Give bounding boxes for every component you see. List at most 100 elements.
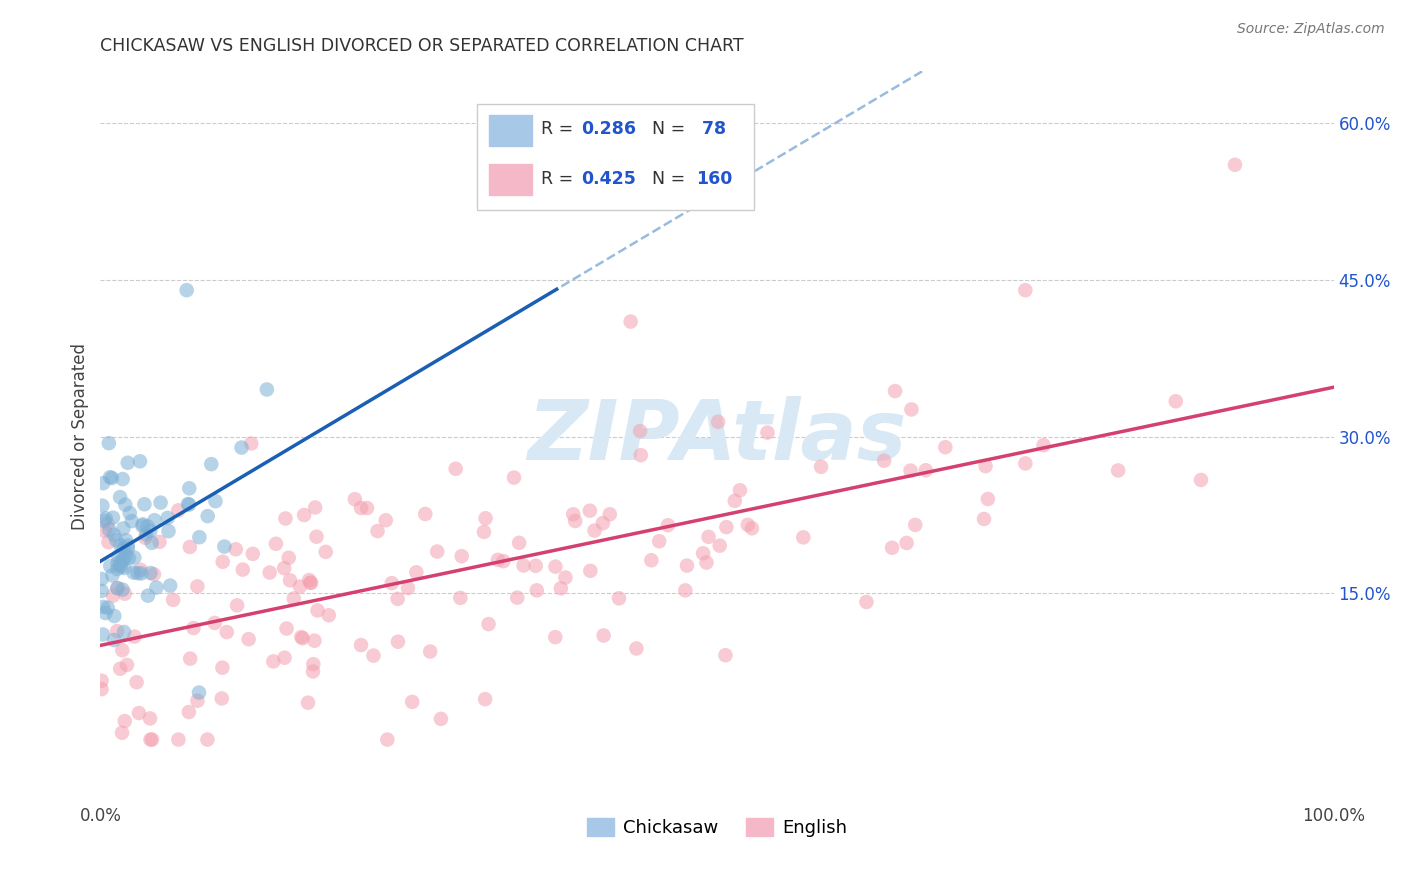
Point bbox=[292, 508, 315, 522]
Point bbox=[110, 539, 132, 553]
Point bbox=[97, 535, 120, 549]
Point bbox=[204, 494, 226, 508]
Point bbox=[297, 696, 319, 710]
Point bbox=[900, 402, 922, 417]
Point bbox=[111, 472, 134, 486]
Point bbox=[299, 575, 322, 590]
Point bbox=[506, 591, 529, 605]
Point bbox=[315, 545, 337, 559]
Point bbox=[302, 665, 325, 679]
Point bbox=[148, 534, 170, 549]
Point bbox=[112, 561, 135, 575]
Point bbox=[91, 627, 114, 641]
Point bbox=[129, 454, 152, 468]
Text: 160: 160 bbox=[696, 170, 733, 188]
Point bbox=[709, 539, 731, 553]
Point bbox=[716, 520, 738, 534]
Point bbox=[114, 587, 136, 601]
Point bbox=[934, 440, 956, 454]
Point bbox=[117, 539, 139, 553]
Point bbox=[274, 511, 297, 525]
Point bbox=[97, 436, 120, 450]
Point bbox=[562, 508, 585, 522]
Point bbox=[599, 508, 621, 522]
Point bbox=[477, 617, 499, 632]
Point bbox=[139, 566, 162, 580]
Point bbox=[290, 630, 312, 644]
Point bbox=[91, 499, 114, 513]
Point bbox=[91, 599, 114, 614]
Point bbox=[179, 651, 201, 665]
Point bbox=[550, 582, 572, 596]
Point bbox=[90, 583, 112, 598]
Point bbox=[714, 648, 737, 663]
Point bbox=[112, 521, 135, 535]
Point bbox=[620, 314, 643, 328]
Point bbox=[115, 549, 138, 563]
Point bbox=[118, 551, 141, 566]
Point bbox=[136, 589, 159, 603]
Point bbox=[159, 578, 181, 592]
Point bbox=[94, 606, 117, 620]
Y-axis label: Divorced or Separated: Divorced or Separated bbox=[72, 343, 89, 530]
Point bbox=[374, 513, 396, 527]
Point bbox=[105, 624, 128, 639]
Point bbox=[134, 531, 156, 545]
Point bbox=[707, 415, 730, 429]
Point bbox=[472, 524, 495, 539]
Point bbox=[238, 632, 260, 647]
Point bbox=[579, 503, 602, 517]
Text: 78: 78 bbox=[696, 120, 725, 138]
Point bbox=[107, 549, 129, 564]
Point bbox=[93, 514, 115, 528]
Point bbox=[139, 711, 162, 725]
Point bbox=[350, 500, 373, 515]
Point bbox=[273, 561, 295, 575]
Point bbox=[112, 625, 135, 640]
Point bbox=[554, 570, 576, 584]
Point bbox=[107, 557, 129, 571]
Point bbox=[262, 655, 284, 669]
Point bbox=[98, 470, 121, 484]
Point bbox=[305, 530, 328, 544]
Point bbox=[648, 534, 671, 549]
Point bbox=[129, 566, 152, 581]
Point bbox=[114, 498, 136, 512]
Point bbox=[298, 573, 321, 587]
Point bbox=[141, 536, 163, 550]
Point bbox=[231, 441, 253, 455]
Point bbox=[117, 456, 139, 470]
Point bbox=[211, 555, 233, 569]
Point bbox=[179, 540, 201, 554]
Point bbox=[564, 514, 586, 528]
Point bbox=[524, 558, 547, 573]
Point bbox=[129, 563, 152, 577]
Point bbox=[914, 463, 936, 477]
Point bbox=[167, 732, 190, 747]
Point bbox=[276, 622, 298, 636]
Point bbox=[211, 661, 233, 675]
Point bbox=[1032, 438, 1054, 452]
Point bbox=[167, 503, 190, 517]
Text: Source: ZipAtlas.com: Source: ZipAtlas.com bbox=[1237, 22, 1385, 37]
Point bbox=[810, 459, 832, 474]
Point bbox=[107, 581, 129, 595]
Point bbox=[121, 514, 143, 528]
Point bbox=[304, 500, 326, 515]
Point bbox=[444, 462, 467, 476]
Point bbox=[214, 540, 236, 554]
Point bbox=[107, 562, 129, 576]
Point bbox=[98, 559, 121, 574]
Text: 0.286: 0.286 bbox=[581, 120, 637, 138]
Point bbox=[135, 527, 157, 541]
Point bbox=[697, 530, 720, 544]
Point bbox=[112, 541, 135, 556]
Point bbox=[124, 630, 146, 644]
Point bbox=[579, 564, 602, 578]
Text: CHICKASAW VS ENGLISH DIVORCED OR SEPARATED CORRELATION CHART: CHICKASAW VS ENGLISH DIVORCED OR SEPARAT… bbox=[100, 37, 744, 55]
Point bbox=[1014, 283, 1036, 297]
Point bbox=[363, 648, 385, 663]
Point bbox=[90, 682, 112, 697]
Point bbox=[307, 603, 329, 617]
Point bbox=[90, 572, 112, 586]
